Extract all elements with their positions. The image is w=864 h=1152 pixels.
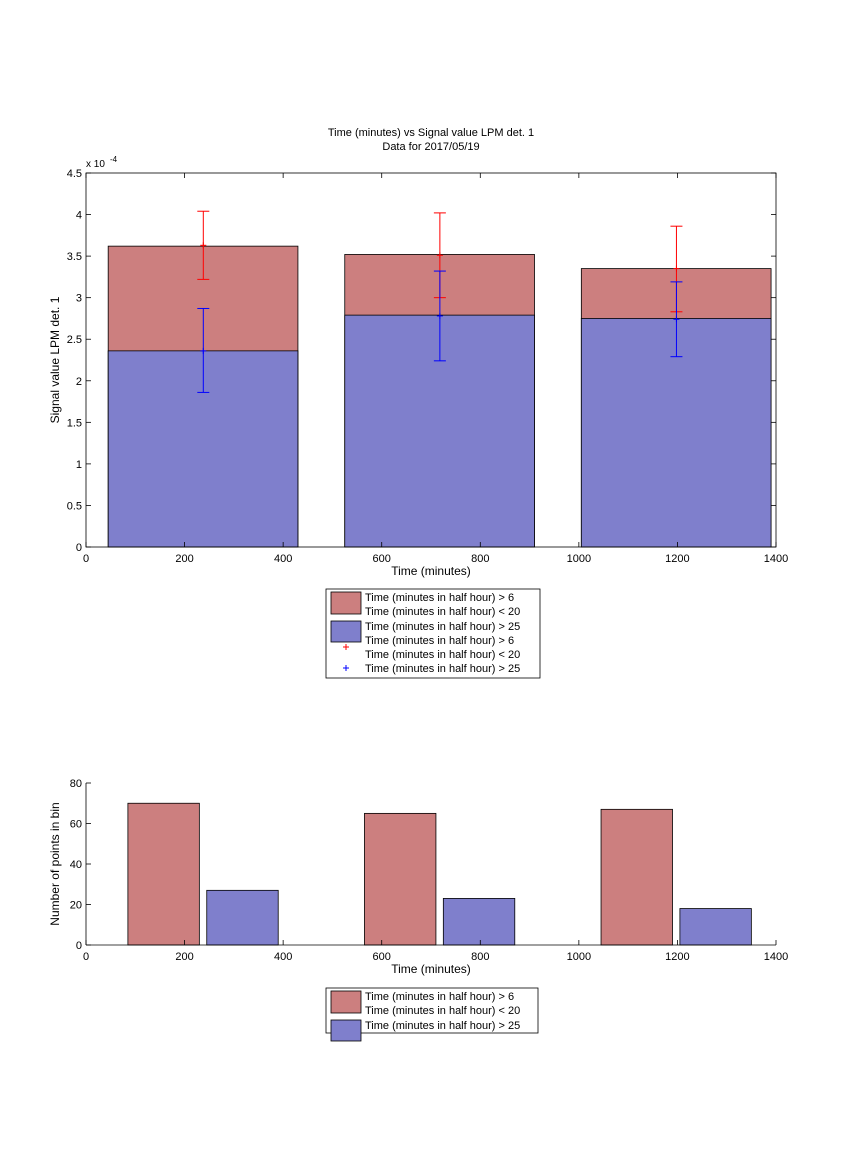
legend-entry-1: Time (minutes in half hour) > 25 — [330, 620, 520, 643]
error-bar-s1-4 — [433, 270, 446, 362]
legend-entry-0: Time (minutes in half hour) > 6 Time (min… — [330, 990, 520, 1017]
y-tick-label: 40 — [70, 859, 82, 871]
x-tick-label: 1200 — [665, 951, 689, 963]
y-tick-label: 0 — [76, 542, 82, 554]
x-tick-label: 800 — [471, 553, 489, 565]
y-tick-label: 3 — [76, 293, 82, 305]
y-tick-label: 4.5 — [67, 168, 82, 180]
legend-swatch — [330, 990, 362, 1014]
bar-s1-1 — [206, 889, 279, 946]
x-tick-label: 1000 — [567, 553, 591, 565]
axes: 0 200 400 600 800 1000 1200 1400 0 0.5 1 1.5 2 2.5 3 3.… — [48, 155, 788, 578]
y-exponent-power: -4 — [110, 155, 118, 164]
y-tick-label: 0.5 — [67, 500, 82, 512]
x-tick-label: 1400 — [764, 951, 788, 963]
legend-swatch — [330, 591, 362, 615]
legend: Time (minutes in half hour) > 6 Time (min… — [325, 588, 541, 679]
x-axis-label: Time (minutes) — [391, 564, 471, 578]
y-axis-label: Signal value LPM det. 1 — [48, 296, 62, 423]
chart-title: Time (minutes) vs Signal value LPM det. … — [328, 127, 534, 139]
chart-subtitle: Data for 2017/05/19 — [382, 141, 479, 153]
y-exponent-label: x 10 — [86, 159, 105, 170]
legend-entry-0: Time (minutes in half hour) > 6 Time (min… — [330, 591, 520, 618]
y-tick-label: 1 — [76, 459, 82, 471]
legend-label: Time (minutes in half hour) < 20 — [365, 1005, 520, 1017]
chart-2: 0 200 400 600 800 1000 1200 1400 0 20 40 60 80 Time (… — [48, 778, 788, 1042]
legend-box — [325, 588, 541, 679]
x-axis-label: Time (minutes) — [391, 962, 471, 976]
legend-label: Time (minutes in half hour) > 6 — [365, 592, 514, 604]
bar-s1-5 — [679, 908, 752, 946]
x-tick-label: 600 — [373, 553, 391, 565]
y-axis-label: Number of points in bin — [48, 802, 62, 925]
legend-entry-2: Time (minutes in half hour) > 6 Time (min… — [343, 635, 520, 661]
bar-s1-3 — [442, 898, 516, 946]
chart-1: Time (minutes) vs Signal value LPM det. … — [48, 127, 788, 679]
y-tick-label: 20 — [70, 900, 82, 912]
legend-label: Time (minutes in half hour) > 6 — [365, 991, 514, 1003]
bar-s0-2 — [364, 812, 437, 946]
legend-swatch — [330, 1019, 362, 1042]
error-bar-s1-3 — [197, 307, 210, 393]
legend-label: Time (minutes in half hour) > 25 — [365, 1020, 520, 1032]
legend-label: Time (minutes in half hour) < 20 — [365, 606, 520, 618]
y-tick-label: 4 — [76, 210, 82, 222]
y-tick-label: 60 — [70, 819, 82, 831]
legend-label: Time (minutes in half hour) > 25 — [365, 663, 520, 675]
bar-s0-0 — [127, 802, 200, 946]
axes: 0 200 400 600 800 1000 1200 1400 0 20 40 60 80 Time (… — [48, 778, 788, 976]
x-tick-label: 400 — [274, 553, 292, 565]
x-tick-label: 1200 — [665, 553, 689, 565]
legend-entry-3: Time (minutes in half hour) > 25 — [343, 663, 520, 675]
x-tick-label: 1400 — [764, 553, 788, 565]
y-tick-label: 1.5 — [67, 417, 82, 429]
legend: Time (minutes in half hour) > 6 Time (min… — [325, 987, 539, 1042]
x-tick-label: 200 — [175, 951, 193, 963]
axes-box — [85, 172, 777, 548]
legend-label: Time (minutes in half hour) < 20 — [365, 649, 520, 661]
x-tick-label: 200 — [175, 553, 193, 565]
legend-label: Time (minutes in half hour) > 25 — [365, 621, 520, 633]
y-tick-label: 2.5 — [67, 334, 82, 346]
y-tick-label: 0 — [76, 940, 82, 952]
y-tick-label: 3.5 — [67, 251, 82, 263]
y-tick-label: 2 — [76, 376, 82, 388]
legend-swatch — [330, 620, 362, 643]
legend-entry-1: Time (minutes in half hour) > 25 — [330, 1019, 520, 1042]
legend-label: Time (minutes in half hour) > 6 — [365, 635, 514, 647]
error-bar-s0-0 — [197, 210, 210, 280]
error-bar-s1-5 — [670, 281, 683, 358]
x-tick-label: 600 — [373, 951, 391, 963]
x-tick-label: 0 — [83, 553, 89, 565]
bar-s0-4 — [600, 808, 673, 946]
x-tick-label: 1000 — [567, 951, 591, 963]
x-tick-label: 800 — [471, 951, 489, 963]
x-tick-label: 0 — [83, 951, 89, 963]
y-tick-label: 80 — [70, 778, 82, 790]
x-tick-label: 400 — [274, 951, 292, 963]
